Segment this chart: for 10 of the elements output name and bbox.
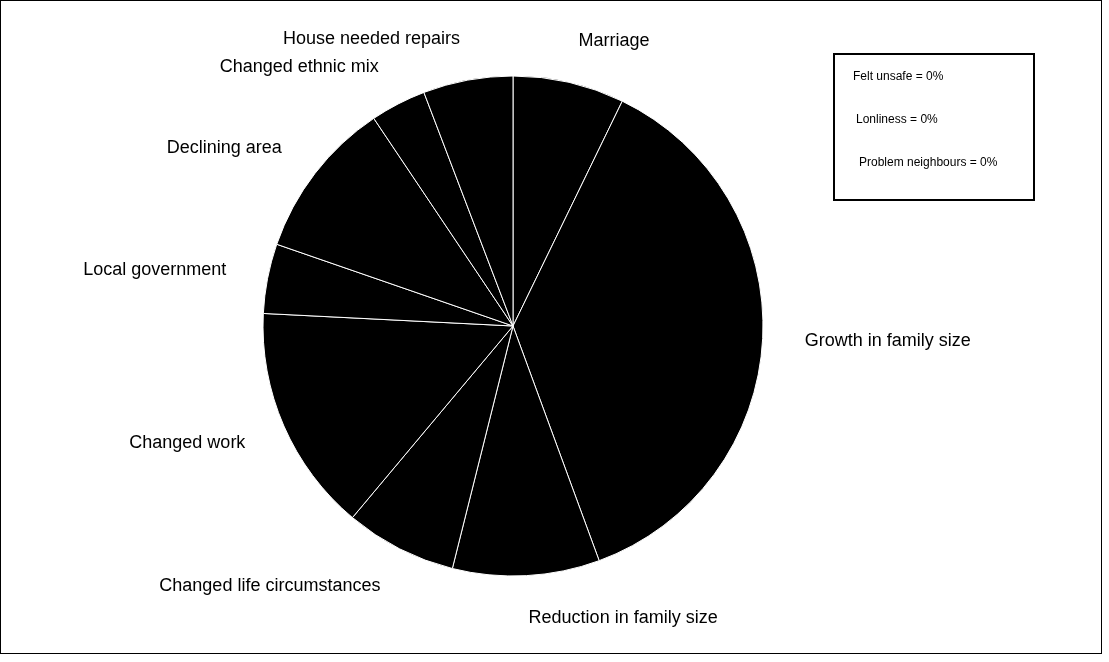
- note-box: Felt unsafe = 0% Lonliness = 0% Problem neighbours = 0%: [833, 53, 1035, 201]
- slice-label: Local government: [83, 259, 227, 280]
- slice-label: House needed repairs: [282, 27, 461, 48]
- slice-label: Changed ethnic mix: [219, 55, 379, 76]
- slice-label: Marriage: [578, 30, 650, 51]
- slice-label: Declining area: [166, 136, 283, 157]
- slice-label: Reduction in family size: [528, 606, 718, 627]
- slice-label: Growth in family size: [804, 329, 971, 350]
- slice-label: Changed work: [129, 431, 247, 452]
- slice-label: Changed life circumstances: [159, 575, 381, 596]
